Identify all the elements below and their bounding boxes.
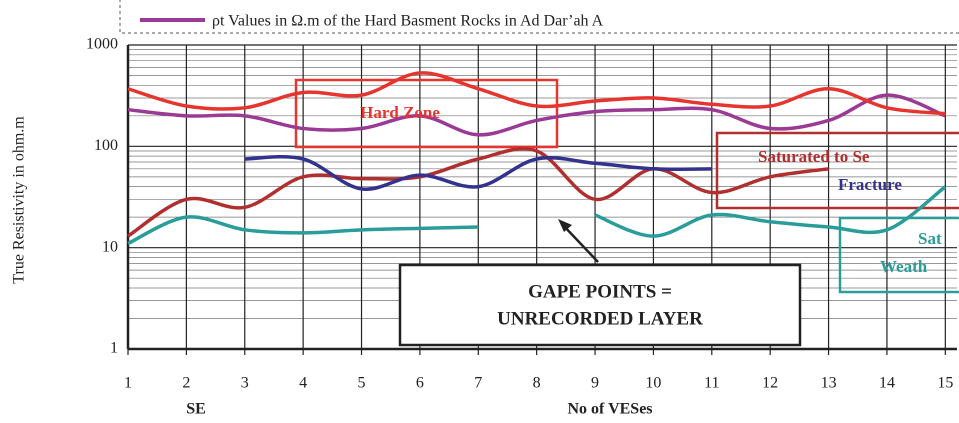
x-tick-label: 7 — [474, 375, 482, 392]
x-tick-label: 1 — [124, 375, 132, 392]
annotation: Fracture — [838, 175, 902, 194]
series-line — [594, 185, 947, 238]
x-axis-label: No of VESes — [567, 401, 652, 418]
gape-box — [398, 263, 802, 347]
annotation: GAPE POINTS = — [528, 281, 672, 302]
series-line — [127, 215, 479, 246]
x-tick-label: 10 — [645, 375, 661, 392]
x-tick-label: 12 — [762, 375, 778, 392]
saturated-box — [715, 131, 959, 210]
x-tick-label: 8 — [533, 375, 541, 392]
x-tick-label: 15 — [937, 375, 953, 392]
y-tick-label: 10 — [102, 238, 118, 255]
series-line — [127, 71, 946, 116]
annotation: Weath — [880, 257, 928, 276]
arrow — [561, 223, 599, 263]
x-tick-label: 4 — [299, 375, 307, 392]
x-tick-label: 11 — [704, 375, 719, 392]
x-tick-label: 13 — [821, 375, 837, 392]
y-tick-label: 1 — [110, 340, 118, 357]
legend-label: ρt Values in Ω.m of the Hard Basment Roc… — [212, 13, 604, 30]
series-line — [244, 155, 712, 191]
annotation: Saturated to Se — [758, 147, 870, 166]
y-tick-label: 1000 — [86, 36, 118, 53]
x-tick-label: 14 — [879, 375, 895, 392]
hard-zone-box — [294, 78, 559, 149]
arrow-head — [558, 219, 572, 232]
x-tick-label: 2 — [182, 375, 190, 392]
y-axis-label: True Resistivity in ohm.m — [11, 116, 28, 284]
annotation: Sat — [918, 229, 942, 248]
y-tick-label: 100 — [94, 137, 118, 154]
x-note: SE — [186, 401, 206, 418]
x-tick-label: 5 — [358, 375, 366, 392]
series-line — [127, 93, 946, 137]
series-line — [127, 147, 829, 238]
x-tick-label: 3 — [241, 375, 249, 392]
annotation: Hard Zone — [360, 103, 440, 122]
legend-box — [119, 0, 959, 34]
x-tick-label: 9 — [591, 375, 599, 392]
x-tick-label: 6 — [416, 375, 424, 392]
annotation: UNRECORDED LAYER — [497, 308, 703, 329]
